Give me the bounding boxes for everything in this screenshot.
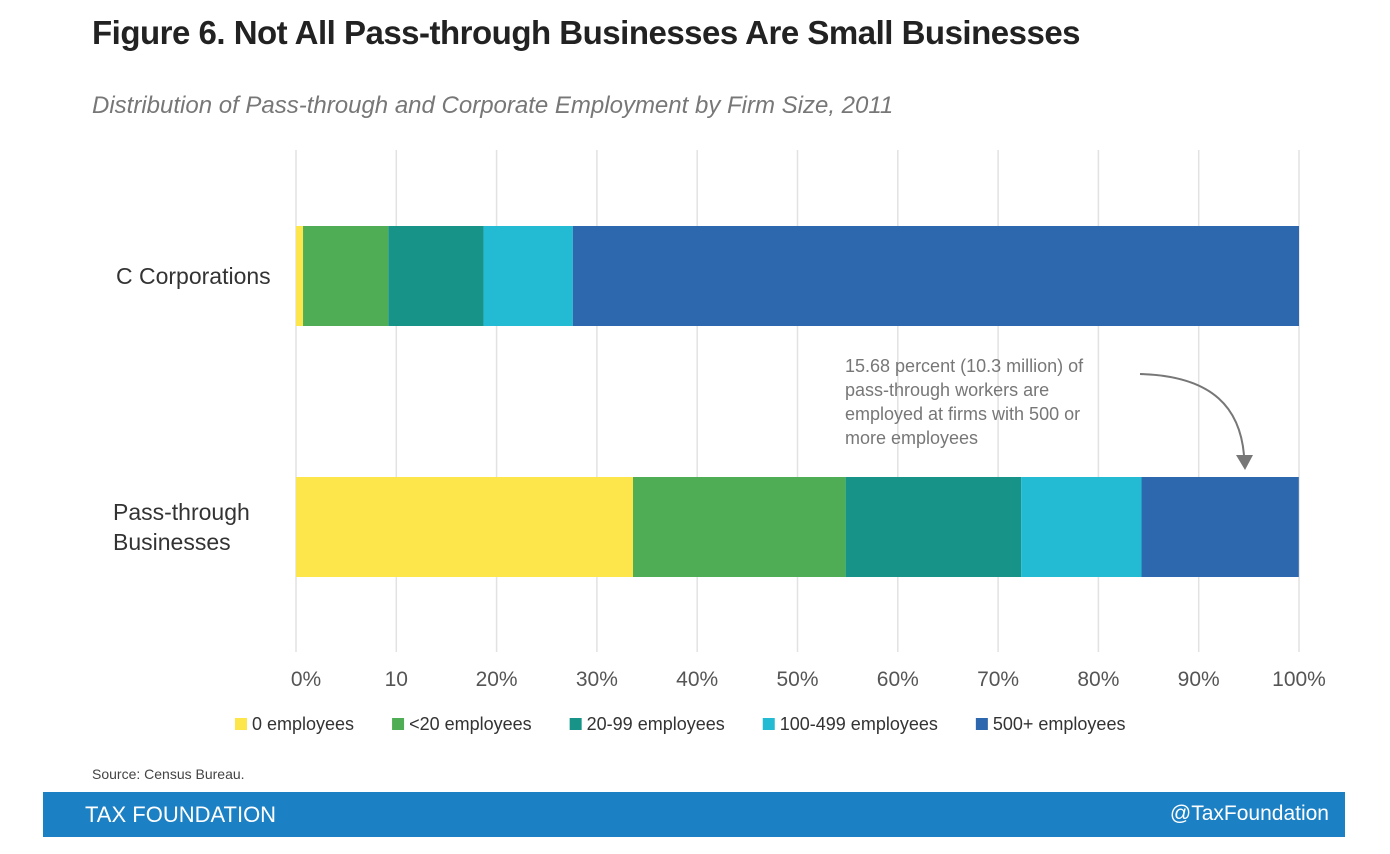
chart-title: Figure 6. Not All Pass-through Businesse… bbox=[92, 14, 1081, 51]
source-note: Source: Census Bureau. bbox=[92, 766, 245, 782]
footer-bar: TAX FOUNDATION @TaxFoundation bbox=[43, 792, 1345, 837]
bar-segment bbox=[1021, 477, 1142, 577]
chart-canvas: 0% 10 20% 30% 40% 50% 60% 70% 80% 90% 100% C Corpor… bbox=[113, 150, 1326, 734]
x-tick-label: 90% bbox=[1178, 668, 1220, 691]
annotation-text: 15.68 percent (10.3 million) of pass-thro… bbox=[845, 356, 1084, 448]
legend-item: <20 employees bbox=[392, 714, 532, 734]
legend-swatch bbox=[569, 718, 582, 730]
bar-segment bbox=[845, 477, 1022, 577]
chart-subtitle: Distribution of Pass-through and Corpora… bbox=[92, 92, 894, 119]
legend-item: 100-499 employees bbox=[762, 714, 938, 734]
bar-segment bbox=[572, 226, 1299, 326]
legend-swatch bbox=[392, 718, 405, 730]
legend-label: 100-499 employees bbox=[780, 714, 938, 734]
bar-segment bbox=[303, 226, 389, 326]
x-tick-label: 70% bbox=[977, 668, 1019, 691]
x-tick-label: 40% bbox=[676, 668, 718, 691]
x-tick-label: 50% bbox=[776, 668, 818, 691]
legend-item: 0 employees bbox=[235, 714, 354, 734]
x-tick-label: 60% bbox=[877, 668, 919, 691]
legend-swatch bbox=[762, 718, 775, 730]
legend-label: 20-99 employees bbox=[587, 714, 725, 734]
bar-segment bbox=[633, 477, 846, 577]
x-tick-label: 0% bbox=[291, 668, 321, 691]
legend-swatch bbox=[975, 718, 988, 730]
x-tick-label: 100% bbox=[1272, 668, 1326, 691]
legend-label: 500+ employees bbox=[993, 714, 1126, 734]
bar-segment bbox=[1141, 477, 1299, 577]
y-category-label: C Corporations bbox=[116, 263, 271, 289]
legend-item: 500+ employees bbox=[975, 714, 1126, 734]
bar-segment bbox=[296, 477, 634, 577]
annotation-arrow bbox=[1139, 373, 1245, 456]
bar-segment bbox=[483, 226, 573, 326]
y-category-label: Pass-through Businesses bbox=[113, 499, 250, 555]
legend-swatch bbox=[235, 718, 247, 730]
annotation-arrowhead bbox=[1236, 455, 1253, 470]
x-tick-label: 80% bbox=[1077, 668, 1119, 691]
footer-brand: TAX FOUNDATION bbox=[85, 802, 277, 827]
legend-item: 20-99 employees bbox=[569, 714, 725, 734]
x-tick-label: 10 bbox=[385, 668, 408, 691]
legend-label: <20 employees bbox=[409, 714, 532, 734]
x-tick-label: 20% bbox=[476, 668, 518, 691]
footer-handle: @TaxFoundation bbox=[1169, 802, 1329, 825]
bar-segment bbox=[388, 226, 484, 326]
legend-label: 0 employees bbox=[252, 714, 354, 734]
x-tick-label: 30% bbox=[576, 668, 618, 691]
bar-segment bbox=[296, 226, 304, 326]
